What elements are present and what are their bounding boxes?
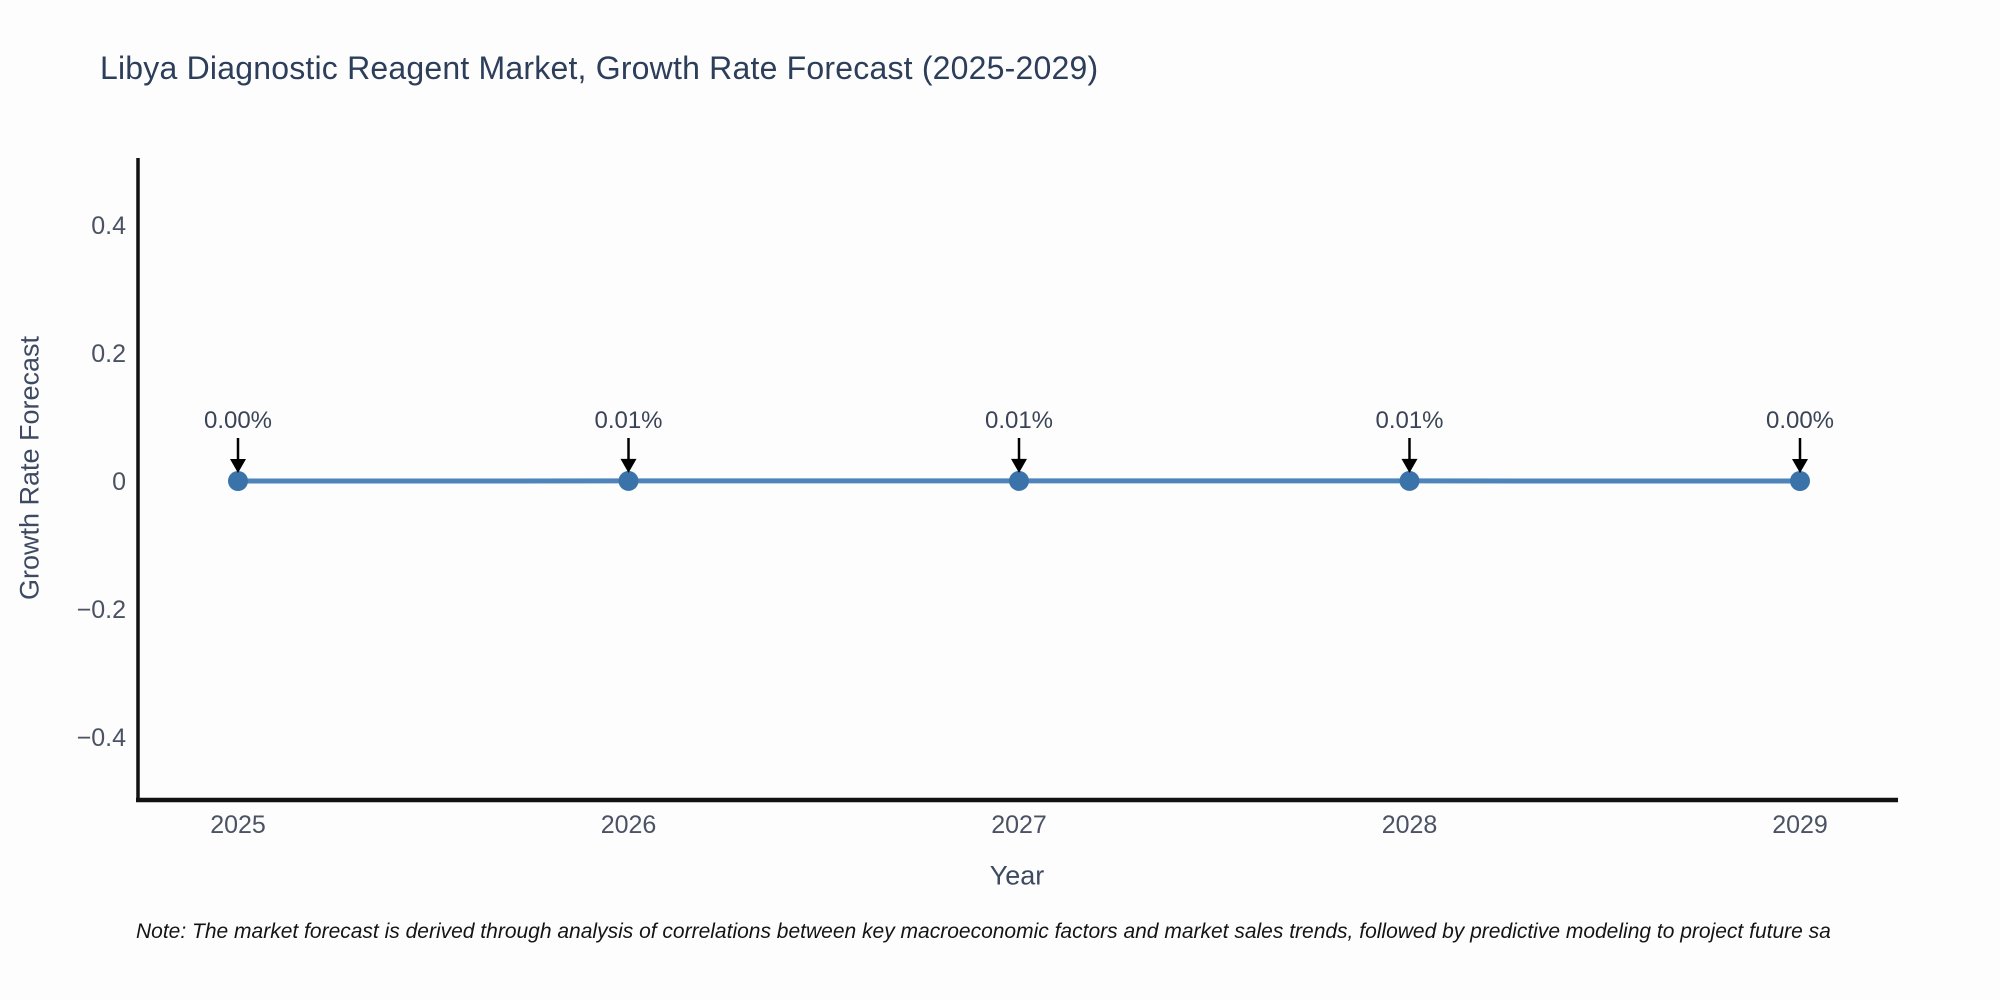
- y-tick-label: 0.4: [91, 212, 126, 240]
- y-tick-label: −0.4: [77, 724, 126, 752]
- annotation-arrowhead: [620, 458, 637, 473]
- data-point-marker: [1399, 470, 1420, 491]
- point-annotation-label: 0.01%: [985, 407, 1053, 434]
- x-axis-title: Year: [989, 860, 1045, 891]
- annotation-arrowhead: [1792, 459, 1808, 473]
- y-tick-label: 0: [112, 468, 126, 496]
- x-tick-label: 2027: [991, 811, 1047, 839]
- x-tick-label: 2026: [601, 811, 657, 839]
- point-annotation-label: 0.01%: [1375, 407, 1443, 434]
- x-tick-label: 2029: [1772, 811, 1828, 839]
- annotation-arrowhead: [1011, 458, 1027, 473]
- annotation-arrowhead: [230, 459, 246, 473]
- chart-title: Libya Diagnostic Reagent Market, Growth …: [100, 50, 1099, 86]
- x-tick-label: 2025: [210, 811, 266, 839]
- data-point-marker: [1009, 470, 1029, 491]
- point-annotation-label: 0.00%: [1766, 407, 1834, 434]
- data-point-marker: [228, 471, 248, 491]
- data-point-marker: [618, 470, 639, 491]
- y-tick-label: 0.2: [91, 340, 126, 368]
- point-annotation-label: 0.01%: [594, 407, 662, 434]
- data-point-marker: [1790, 471, 1810, 491]
- point-annotation-label: 0.00%: [204, 407, 272, 434]
- x-tick-label: 2028: [1382, 811, 1438, 839]
- y-tick-label: −0.2: [77, 596, 126, 624]
- footnote: Note: The market forecast is derived thr…: [136, 920, 1831, 943]
- annotation-arrowhead: [1401, 458, 1418, 473]
